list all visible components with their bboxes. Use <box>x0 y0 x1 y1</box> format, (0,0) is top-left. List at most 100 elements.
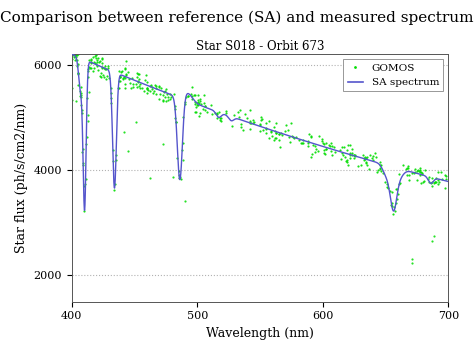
Point <box>418 169 425 175</box>
Point <box>271 135 279 141</box>
Point <box>441 172 448 178</box>
Point <box>87 60 94 66</box>
Point <box>159 93 166 98</box>
Point <box>73 48 80 53</box>
Point <box>392 186 400 192</box>
Point <box>175 172 182 178</box>
Point <box>137 81 144 87</box>
Point <box>143 90 151 95</box>
Point <box>179 140 186 146</box>
Point <box>197 101 204 106</box>
Point <box>121 82 128 87</box>
Point <box>430 233 438 239</box>
Point <box>122 71 129 77</box>
Point <box>436 179 443 184</box>
Point <box>338 144 346 150</box>
Point <box>237 124 245 129</box>
Point <box>428 179 436 185</box>
Point <box>344 142 351 147</box>
Point <box>341 154 349 160</box>
Point <box>372 154 380 160</box>
Point <box>243 116 251 121</box>
Point <box>308 151 316 157</box>
Point <box>343 158 351 163</box>
Point <box>288 133 296 139</box>
Point <box>427 180 435 186</box>
Point <box>419 170 426 176</box>
Point <box>191 101 199 106</box>
Point <box>71 52 79 58</box>
Point <box>173 119 180 125</box>
Point <box>291 135 298 141</box>
Point <box>403 165 411 171</box>
Point <box>257 117 265 122</box>
Point <box>162 99 170 104</box>
Title: Star S018 - Orbit 673: Star S018 - Orbit 673 <box>196 40 324 53</box>
Point <box>84 118 92 124</box>
Point <box>325 142 333 147</box>
Point <box>143 86 151 92</box>
Point <box>77 92 85 98</box>
Point <box>328 152 335 158</box>
Point <box>246 119 254 124</box>
Point <box>305 131 312 137</box>
Point <box>125 69 132 75</box>
Point <box>416 169 424 175</box>
Point <box>278 132 286 138</box>
Point <box>109 158 117 163</box>
Point <box>146 83 154 89</box>
Point <box>78 110 86 116</box>
Point <box>420 179 428 184</box>
Point <box>216 116 224 121</box>
Point <box>369 153 376 159</box>
Point <box>134 74 141 80</box>
Point <box>361 157 368 163</box>
Point <box>144 87 152 93</box>
Point <box>70 54 78 60</box>
Point <box>134 79 142 84</box>
Point <box>135 84 142 89</box>
Point <box>359 152 367 157</box>
Point <box>94 67 102 73</box>
Point <box>313 146 320 151</box>
Point <box>424 176 431 182</box>
Point <box>74 51 82 57</box>
Point <box>275 131 283 137</box>
Point <box>201 103 209 109</box>
Point <box>92 61 100 67</box>
Point <box>343 148 350 153</box>
Point <box>97 70 104 76</box>
Point <box>111 181 119 187</box>
Point <box>70 49 78 54</box>
Point <box>122 72 130 78</box>
Point <box>87 65 95 71</box>
Point <box>394 191 401 197</box>
Point <box>321 151 329 157</box>
Point <box>361 155 368 161</box>
Point <box>84 66 92 71</box>
Point <box>90 59 98 65</box>
Point <box>70 53 77 58</box>
Point <box>160 97 167 103</box>
Point <box>147 82 155 88</box>
Point <box>196 98 204 104</box>
Point <box>405 165 412 171</box>
Point <box>103 73 110 79</box>
Point <box>195 100 203 106</box>
Point <box>339 152 346 158</box>
Point <box>91 53 99 59</box>
Point <box>392 201 400 206</box>
Point <box>222 109 230 114</box>
Point <box>150 90 157 95</box>
Point <box>348 152 356 158</box>
Point <box>307 134 315 140</box>
Point <box>191 100 199 105</box>
Point <box>128 75 136 81</box>
Point <box>69 44 77 49</box>
Point <box>68 97 76 103</box>
Point <box>78 102 85 108</box>
Point <box>93 57 101 62</box>
Point <box>123 58 130 64</box>
Point <box>383 184 391 190</box>
Point <box>99 72 107 77</box>
